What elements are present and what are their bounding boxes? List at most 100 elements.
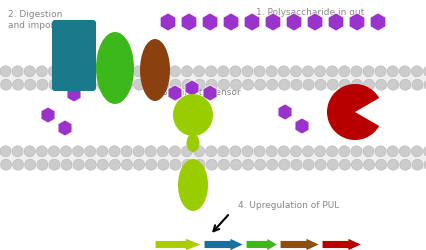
Circle shape xyxy=(133,159,144,170)
Text: 3. Binding to sensor: 3. Binding to sensor xyxy=(150,88,240,97)
Circle shape xyxy=(0,159,12,170)
Circle shape xyxy=(411,159,422,170)
Circle shape xyxy=(242,66,253,77)
Circle shape xyxy=(109,66,120,77)
Polygon shape xyxy=(67,86,81,102)
Polygon shape xyxy=(223,13,238,31)
Circle shape xyxy=(278,159,289,170)
Polygon shape xyxy=(285,13,301,31)
Circle shape xyxy=(230,79,241,90)
Circle shape xyxy=(326,146,337,157)
Circle shape xyxy=(193,146,204,157)
Circle shape xyxy=(60,146,71,157)
Circle shape xyxy=(374,66,385,77)
Circle shape xyxy=(242,79,253,90)
Circle shape xyxy=(217,66,228,77)
Circle shape xyxy=(218,79,229,90)
Wedge shape xyxy=(326,84,378,140)
Circle shape xyxy=(351,79,362,90)
Circle shape xyxy=(133,79,144,90)
Circle shape xyxy=(278,66,289,77)
Circle shape xyxy=(61,79,72,90)
Polygon shape xyxy=(67,39,81,55)
Circle shape xyxy=(411,79,422,90)
Circle shape xyxy=(181,79,193,90)
Circle shape xyxy=(61,159,72,170)
Circle shape xyxy=(36,66,47,77)
Polygon shape xyxy=(369,13,385,31)
Polygon shape xyxy=(155,238,201,250)
Polygon shape xyxy=(181,13,196,31)
Circle shape xyxy=(423,146,426,157)
Circle shape xyxy=(350,66,361,77)
Circle shape xyxy=(145,159,156,170)
Circle shape xyxy=(398,146,409,157)
Circle shape xyxy=(60,66,71,77)
Circle shape xyxy=(158,159,168,170)
Circle shape xyxy=(48,66,59,77)
Polygon shape xyxy=(67,63,81,79)
Circle shape xyxy=(97,159,108,170)
Circle shape xyxy=(218,159,229,170)
Circle shape xyxy=(266,159,277,170)
Polygon shape xyxy=(41,107,55,123)
Circle shape xyxy=(72,146,83,157)
Circle shape xyxy=(194,79,204,90)
Circle shape xyxy=(84,146,95,157)
Circle shape xyxy=(254,159,265,170)
Circle shape xyxy=(290,159,301,170)
Circle shape xyxy=(85,79,96,90)
Circle shape xyxy=(72,66,83,77)
Circle shape xyxy=(374,146,385,157)
Circle shape xyxy=(314,146,325,157)
Circle shape xyxy=(386,146,397,157)
Circle shape xyxy=(242,146,253,157)
Bar xyxy=(0,68,426,88)
Circle shape xyxy=(109,146,120,157)
Circle shape xyxy=(314,159,325,170)
Circle shape xyxy=(423,79,426,90)
Circle shape xyxy=(145,146,156,157)
Circle shape xyxy=(217,146,228,157)
Circle shape xyxy=(314,79,325,90)
Ellipse shape xyxy=(173,94,213,136)
Circle shape xyxy=(423,159,426,170)
Circle shape xyxy=(170,79,181,90)
Polygon shape xyxy=(279,238,319,250)
Circle shape xyxy=(169,146,180,157)
Circle shape xyxy=(121,66,132,77)
Circle shape xyxy=(194,159,204,170)
Circle shape xyxy=(290,79,301,90)
Polygon shape xyxy=(67,51,81,67)
Polygon shape xyxy=(265,13,280,31)
Circle shape xyxy=(12,66,23,77)
Circle shape xyxy=(205,146,216,157)
Text: 2. Digestion
and import: 2. Digestion and import xyxy=(8,10,62,30)
Circle shape xyxy=(49,79,60,90)
Circle shape xyxy=(25,159,36,170)
Circle shape xyxy=(339,79,349,90)
Circle shape xyxy=(169,66,180,77)
Polygon shape xyxy=(168,85,181,101)
Circle shape xyxy=(158,79,168,90)
Circle shape xyxy=(25,79,36,90)
Circle shape xyxy=(121,159,132,170)
Circle shape xyxy=(326,66,337,77)
Circle shape xyxy=(387,79,398,90)
Circle shape xyxy=(302,146,313,157)
Circle shape xyxy=(386,66,397,77)
Ellipse shape xyxy=(178,159,207,211)
Circle shape xyxy=(351,159,362,170)
Polygon shape xyxy=(203,85,216,101)
Circle shape xyxy=(206,79,217,90)
Circle shape xyxy=(193,66,204,77)
Circle shape xyxy=(145,66,156,77)
Circle shape xyxy=(24,146,35,157)
Circle shape xyxy=(363,159,374,170)
Circle shape xyxy=(339,159,349,170)
Circle shape xyxy=(314,66,325,77)
Circle shape xyxy=(157,66,168,77)
Circle shape xyxy=(0,146,11,157)
Circle shape xyxy=(266,79,277,90)
Circle shape xyxy=(97,79,108,90)
